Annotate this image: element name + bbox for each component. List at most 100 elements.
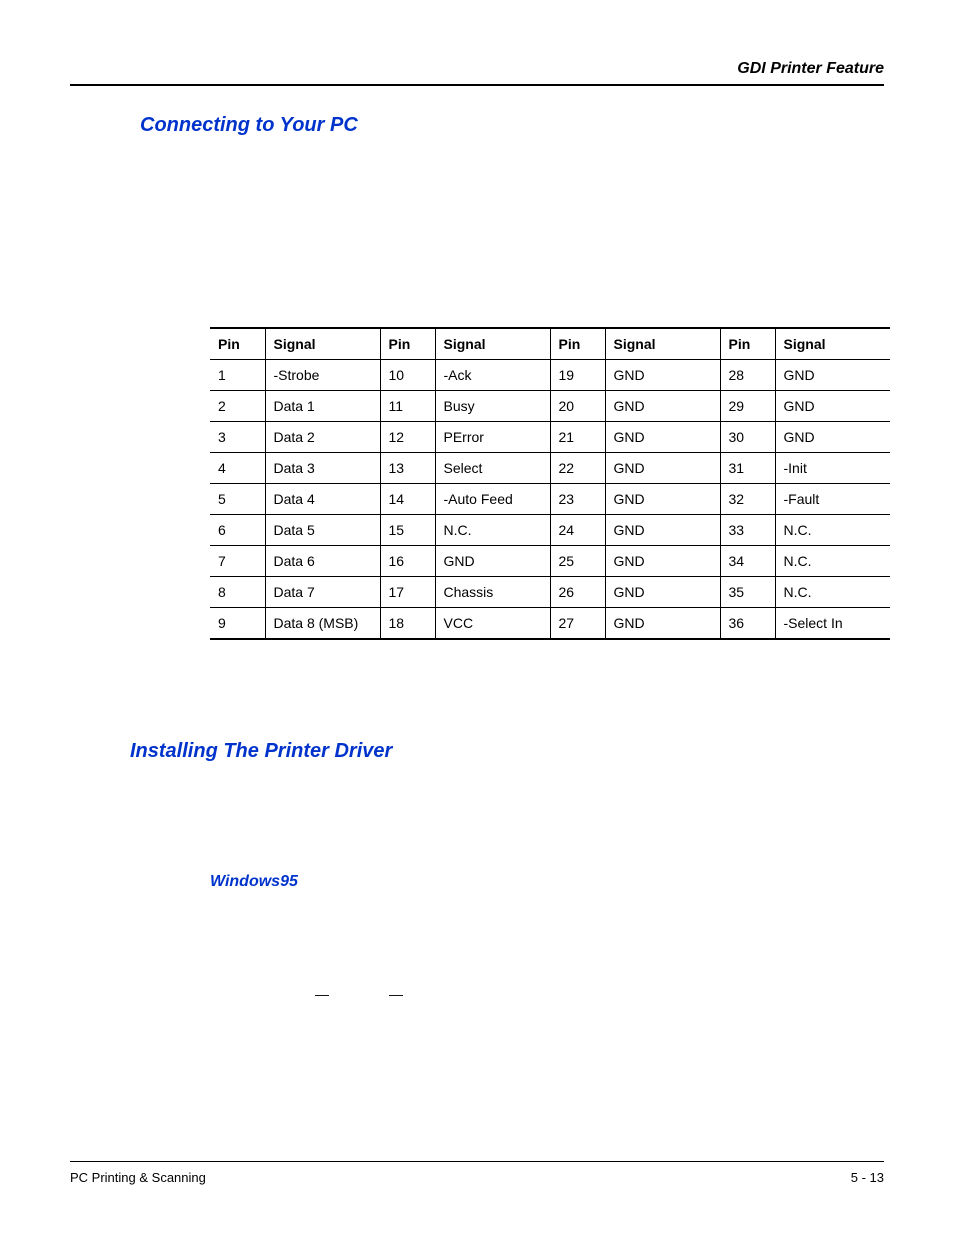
cell: GND bbox=[775, 391, 890, 422]
cell: GND bbox=[605, 422, 720, 453]
cell: 5 bbox=[210, 484, 265, 515]
cell: GND bbox=[775, 360, 890, 391]
cell: -Auto Feed bbox=[435, 484, 550, 515]
cell: GND bbox=[605, 577, 720, 608]
cell: 8 bbox=[210, 577, 265, 608]
page-footer: PC Printing & Scanning 5 - 13 bbox=[70, 1161, 884, 1185]
col-signal-4: Signal bbox=[775, 328, 890, 360]
cell: 29 bbox=[720, 391, 775, 422]
cell: N.C. bbox=[775, 546, 890, 577]
pin-signal-table: Pin Signal Pin Signal Pin Signal Pin Sig… bbox=[210, 327, 890, 640]
col-pin-4: Pin bbox=[720, 328, 775, 360]
table-row: 6 Data 5 15 N.C. 24 GND 33 N.C. bbox=[210, 515, 890, 546]
cell: 14 bbox=[380, 484, 435, 515]
cell: 6 bbox=[210, 515, 265, 546]
cell: Busy bbox=[435, 391, 550, 422]
cell: 7 bbox=[210, 546, 265, 577]
cell: -Select In bbox=[775, 608, 890, 640]
cell: 22 bbox=[550, 453, 605, 484]
cell: GND bbox=[605, 608, 720, 640]
cell: Data 6 bbox=[265, 546, 380, 577]
col-pin-2: Pin bbox=[380, 328, 435, 360]
cell: 25 bbox=[550, 546, 605, 577]
cell: GND bbox=[605, 453, 720, 484]
section-connecting: Connecting to Your PC bbox=[140, 114, 884, 137]
cell: Select bbox=[435, 453, 550, 484]
cell: Data 2 bbox=[265, 422, 380, 453]
table-row: 8 Data 7 17 Chassis 26 GND 35 N.C. bbox=[210, 577, 890, 608]
table-row: 5 Data 4 14 -Auto Feed 23 GND 32 -Fault bbox=[210, 484, 890, 515]
cell: 15 bbox=[380, 515, 435, 546]
cell: 35 bbox=[720, 577, 775, 608]
cell: GND bbox=[605, 484, 720, 515]
page: GDI Printer Feature Connecting to Your P… bbox=[0, 0, 954, 1235]
page-header: GDI Printer Feature bbox=[70, 60, 884, 86]
cell: GND bbox=[775, 422, 890, 453]
cell: 17 bbox=[380, 577, 435, 608]
cell: GND bbox=[435, 546, 550, 577]
cell: Data 8 (MSB) bbox=[265, 608, 380, 640]
cell: Data 3 bbox=[265, 453, 380, 484]
cell: 4 bbox=[210, 453, 265, 484]
cell: 32 bbox=[720, 484, 775, 515]
cell: GND bbox=[605, 360, 720, 391]
cell: N.C. bbox=[775, 515, 890, 546]
cell: 20 bbox=[550, 391, 605, 422]
cell: Data 5 bbox=[265, 515, 380, 546]
cell: -Ack bbox=[435, 360, 550, 391]
cell: Data 1 bbox=[265, 391, 380, 422]
col-signal-2: Signal bbox=[435, 328, 550, 360]
cell: GND bbox=[605, 391, 720, 422]
cell: 18 bbox=[380, 608, 435, 640]
cell: N.C. bbox=[775, 577, 890, 608]
cell: 28 bbox=[720, 360, 775, 391]
cell: 12 bbox=[380, 422, 435, 453]
cell: 27 bbox=[550, 608, 605, 640]
table-body: 1 -Strobe 10 -Ack 19 GND 28 GND 2 Data 1… bbox=[210, 360, 890, 640]
cell: -Init bbox=[775, 453, 890, 484]
footer-right: 5 - 13 bbox=[851, 1170, 884, 1185]
cell: VCC bbox=[435, 608, 550, 640]
cell: 34 bbox=[720, 546, 775, 577]
cell: PError bbox=[435, 422, 550, 453]
cell: 13 bbox=[380, 453, 435, 484]
table-header-row: Pin Signal Pin Signal Pin Signal Pin Sig… bbox=[210, 328, 890, 360]
cell: 16 bbox=[380, 546, 435, 577]
cell: 19 bbox=[550, 360, 605, 391]
col-signal-1: Signal bbox=[265, 328, 380, 360]
subsection-windows95: Windows95 bbox=[210, 873, 884, 891]
cell: 26 bbox=[550, 577, 605, 608]
table-row: 1 -Strobe 10 -Ack 19 GND 28 GND bbox=[210, 360, 890, 391]
cell: 9 bbox=[210, 608, 265, 640]
footer-left: PC Printing & Scanning bbox=[70, 1170, 206, 1185]
table-row: 7 Data 6 16 GND 25 GND 34 N.C. bbox=[210, 546, 890, 577]
cell: Data 4 bbox=[265, 484, 380, 515]
cell: 3 bbox=[210, 422, 265, 453]
cell: 11 bbox=[380, 391, 435, 422]
cell: 2 bbox=[210, 391, 265, 422]
cell: 10 bbox=[380, 360, 435, 391]
windows95-title: Windows95 bbox=[210, 873, 298, 890]
cell: N.C. bbox=[435, 515, 550, 546]
section-installing: Installing The Printer Driver bbox=[130, 740, 884, 763]
table-row: 3 Data 2 12 PError 21 GND 30 GND bbox=[210, 422, 890, 453]
cell: -Strobe bbox=[265, 360, 380, 391]
cell: GND bbox=[605, 515, 720, 546]
header-title: GDI Printer Feature bbox=[737, 60, 884, 77]
cell: 33 bbox=[720, 515, 775, 546]
table-row: 4 Data 3 13 Select 22 GND 31 -Init bbox=[210, 453, 890, 484]
cell: Chassis bbox=[435, 577, 550, 608]
cell: GND bbox=[605, 546, 720, 577]
col-pin-1: Pin bbox=[210, 328, 265, 360]
col-pin-3: Pin bbox=[550, 328, 605, 360]
cell: 31 bbox=[720, 453, 775, 484]
section-installing-title: Installing The Printer Driver bbox=[130, 740, 392, 762]
dash-2: — bbox=[389, 986, 463, 1002]
col-signal-3: Signal bbox=[605, 328, 720, 360]
dash-marks: —— bbox=[315, 986, 884, 1002]
table-row: 2 Data 1 11 Busy 20 GND 29 GND bbox=[210, 391, 890, 422]
table-row: 9 Data 8 (MSB) 18 VCC 27 GND 36 -Select … bbox=[210, 608, 890, 640]
cell: 24 bbox=[550, 515, 605, 546]
cell: 21 bbox=[550, 422, 605, 453]
section-connecting-title: Connecting to Your PC bbox=[140, 114, 358, 136]
